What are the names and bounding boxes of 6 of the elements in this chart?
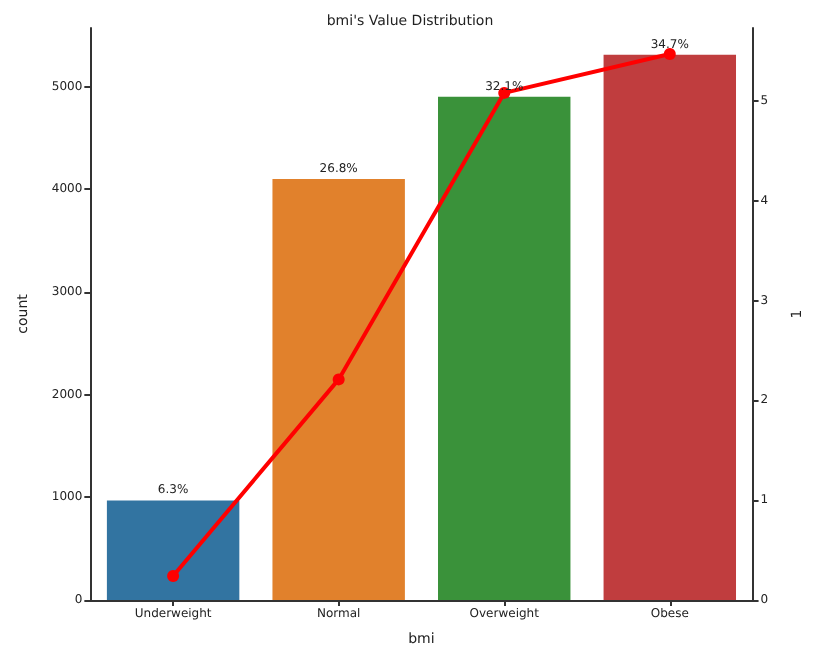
bar	[438, 96, 571, 600]
point	[332, 373, 345, 386]
point	[167, 570, 180, 583]
bar	[603, 54, 737, 600]
bar	[106, 500, 240, 600]
bar	[272, 178, 405, 600]
